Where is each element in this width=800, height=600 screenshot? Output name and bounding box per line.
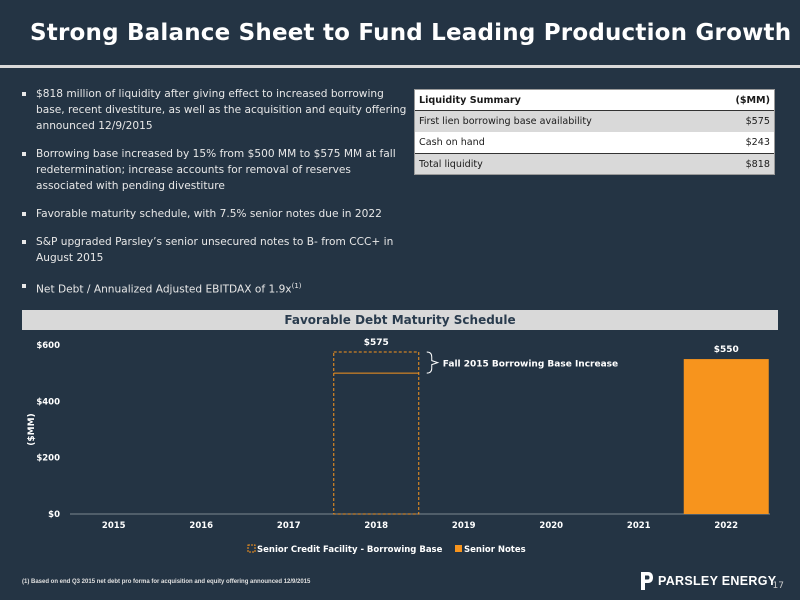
liquidity-header-label: Liquidity Summary [419,94,521,106]
row-label: First lien borrowing base availability [419,116,592,127]
annotation-bracket [426,351,440,374]
legend-label: Senior Credit Facility - Borrowing Base [257,545,443,555]
bullet-text: Borrowing base increased by 15% from $50… [36,148,396,192]
footnote-ref: (1) [291,282,302,290]
bullet-item: Borrowing base increased by 15% from $50… [22,146,410,194]
bullet-item: Net Debt / Annualized Adjusted EBITDAX o… [22,278,410,298]
x-tick-label: 2019 [452,521,476,531]
bullet-text: Net Debt / Annualized Adjusted EBITDAX o… [36,283,292,296]
footnote: (1) Based on end Q3 2015 net debt pro fo… [22,579,311,585]
bullet-text: S&P upgraded Parsley’s senior unsecured … [36,236,394,264]
bar-borrowing-base [333,351,420,515]
table-row: Total liquidity $818 [415,153,774,174]
table-row: First lien borrowing base availability $… [415,111,774,132]
row-value: $818 [745,158,770,170]
bullet-item: S&P upgraded Parsley’s senior unsecured … [22,234,410,266]
liquidity-header-unit: ($MM) [735,94,770,106]
x-tick-label: 2017 [277,521,301,531]
x-tick-label: 2022 [714,521,738,531]
y-axis-label: ($MM) [27,413,37,445]
table-row: Cash on hand $243 [415,132,774,153]
row-value: $243 [745,137,770,148]
row-label: Cash on hand [419,137,485,148]
x-tick-label: 2015 [102,521,126,531]
debt-maturity-chart: ($MM) $0 $200 $400 $600 2015 2016 2017 2018 2019 2… [22,330,778,570]
legend-label: Senior Notes [464,545,526,555]
bar-senior-notes [683,359,769,514]
data-label: $575 [364,338,389,348]
page-title: Strong Balance Sheet to Fund Leading Pro… [30,20,792,46]
parsley-logo-icon [641,572,653,590]
liquidity-summary-table: Liquidity Summary ($MM) First lien borro… [414,89,775,175]
x-tick-label: 2021 [627,521,651,531]
title-divider [0,65,800,68]
chart-title: Favorable Debt Maturity Schedule [22,310,778,330]
row-label: Total liquidity [419,158,483,170]
page-number: 17 [772,581,784,591]
bullet-text: Favorable maturity schedule, with 7.5% s… [36,208,382,220]
bullet-list: $818 million of liquidity after giving e… [22,86,410,310]
legend-swatch [247,544,256,553]
bullet-item: $818 million of liquidity after giving e… [22,86,410,134]
y-tick-label: $0 [48,510,60,520]
y-tick-label: $600 [36,341,60,351]
x-tick-label: 2020 [539,521,563,531]
legend-swatch [455,545,462,552]
liquidity-header-row: Liquidity Summary ($MM) [415,90,774,111]
data-label: $550 [714,345,739,355]
x-tick-label: 2018 [364,521,388,531]
bullet-item: Favorable maturity schedule, with 7.5% s… [22,206,410,222]
logo-text: PARSLEY ENERGY [658,574,777,588]
company-logo: PARSLEY ENERGY [640,571,776,591]
row-value: $575 [745,116,770,127]
x-tick-label: 2016 [189,521,213,531]
chart-svg: ($MM) $0 $200 $400 $600 2015 2016 2017 2018 2019 2… [27,338,770,555]
y-tick-label: $200 [36,454,60,464]
y-tick-label: $400 [36,397,60,407]
annotation-text: Fall 2015 Borrowing Base Increase [443,360,618,370]
bullet-text: $818 million of liquidity after giving e… [36,88,407,132]
